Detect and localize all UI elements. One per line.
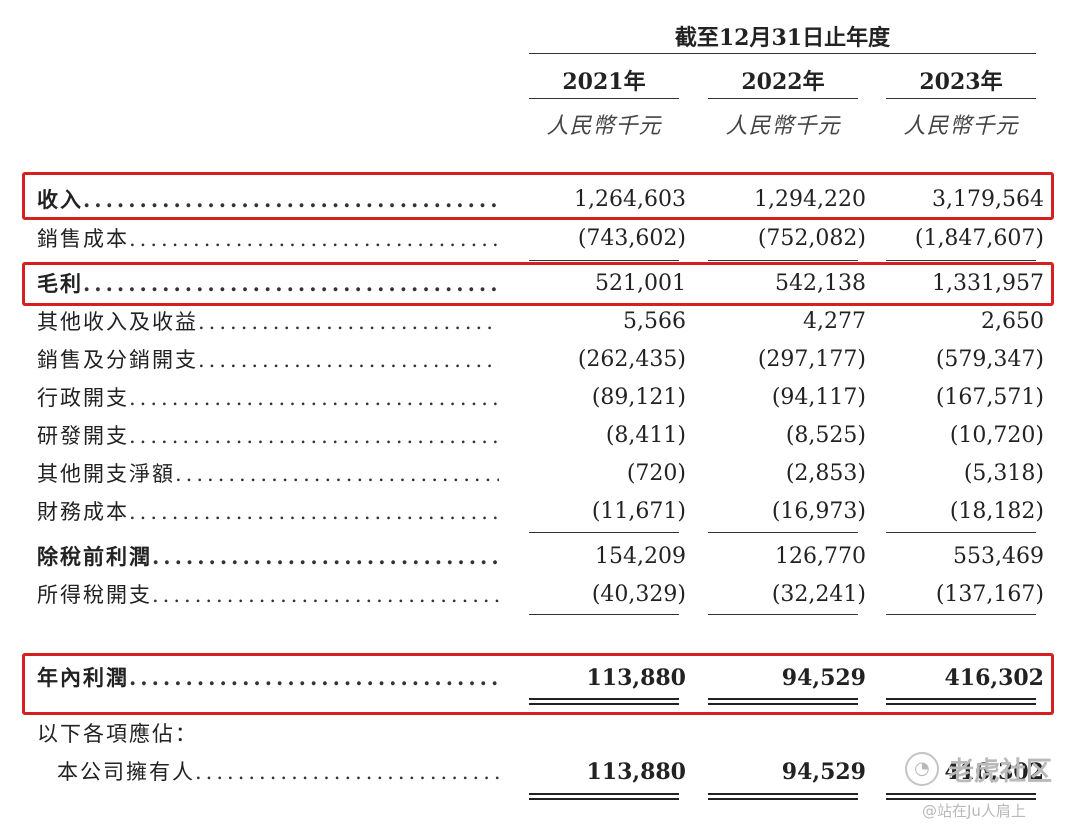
year-header-2023: 2023年 [919,69,1003,95]
table-row-attributable-heading: 以下各項應佔： [0,716,1080,752]
value-2023: 1,331,957 [932,271,1044,296]
value-2023: 416,302 [944,759,1044,785]
value-2022: (94,117) [771,385,866,410]
highlight-box-gross-profit [22,262,1054,306]
highlight-box-profit-for-year [22,653,1054,715]
value-2021: 521,001 [595,271,686,296]
year-header-2022: 2022年 [741,69,825,95]
value-2023: (10,720) [949,423,1044,448]
double-underline [708,793,858,800]
row-label: 年內利潤 [37,666,129,690]
unit-label: 人民幣千元 [546,114,662,139]
value-2023: (5,318) [963,461,1044,486]
value-2021: (743,602) [577,226,686,251]
value-2022: (2,853) [785,461,866,486]
value-2022: (8,525) [785,423,866,448]
value-2021: (11,671) [591,499,686,524]
unit-label: 人民幣千元 [903,114,1019,139]
table-row-other-expenses-net: 其他開支淨額..................................… [0,456,1080,492]
period-underline [529,53,1036,54]
value-2021: (8,411) [605,423,686,448]
table-row-other-income: 其他收入及收益.................................… [0,304,1080,340]
value-2023: (579,347) [935,347,1044,372]
subtotal-rule [708,260,858,261]
value-2021: (262,435) [577,347,686,372]
value-2021: (89,121) [591,385,686,410]
value-2022: 126,770 [775,544,866,569]
year-underline [886,98,1036,99]
period-title: 截至12月31日止年度 [674,25,891,51]
subtotal-rule [708,532,858,533]
table-row-cost-of-sales: 銷售成本....................................… [0,221,1080,257]
double-underline [886,793,1036,800]
table-row-rnd-expenses: 研發開支....................................… [0,418,1080,454]
row-label: 銷售成本 [37,227,129,251]
row-label: 毛利 [37,272,83,296]
row-label: 以下各項應佔： [37,722,198,746]
value-2022: (752,082) [757,226,866,251]
value-2022: 94,529 [781,665,866,691]
value-2022: (32,241) [771,582,866,607]
table-row-selling-distribution: 銷售及分銷開支.................................… [0,342,1080,378]
value-2022: 1,294,220 [754,187,866,212]
double-underline [529,698,679,705]
row-label: 行政開支 [37,386,129,410]
value-2023: (167,571) [935,385,1044,410]
value-2023: 3,179,564 [932,187,1044,212]
row-label: 本公司擁有人 [57,760,195,784]
watermark-brand: 老虎社区 [948,757,1053,787]
table-row-gross-profit: 毛利......................................… [0,266,1080,302]
watermark-handle: @站在Ju人肩上 [922,802,1026,820]
value-2022: (16,973) [771,499,866,524]
value-2021: 113,880 [586,665,686,691]
double-underline [708,698,858,705]
subtotal-rule [529,532,679,533]
row-label: 其他開支淨額 [37,462,175,486]
subtotal-rule [886,260,1036,261]
row-label: 除稅前利潤 [37,545,152,569]
value-2021: 5,566 [623,309,686,334]
year-underline [708,98,858,99]
table-row-revenue: 收入......................................… [0,182,1080,218]
unit-label: 人民幣千元 [725,114,841,139]
table-row-profit-before-tax: 除稅前利潤...................................… [0,539,1080,575]
value-2021: (40,329) [591,582,686,607]
row-label: 研發開支 [37,424,129,448]
value-2022: 542,138 [775,271,866,296]
subtotal-rule [529,260,679,261]
row-label: 財務成本 [37,500,129,524]
value-2023: 2,650 [981,309,1044,334]
table-row-admin-expenses: 行政開支....................................… [0,380,1080,416]
row-label: 銷售及分銷開支 [37,348,198,372]
value-2021: 154,209 [595,544,686,569]
year-underline [529,98,679,99]
double-underline [529,793,679,800]
table-row-finance-costs: 財務成本....................................… [0,494,1080,530]
subtotal-rule [886,532,1036,533]
row-label: 收入 [37,188,83,212]
value-2023: 416,302 [944,665,1044,691]
double-underline [886,698,1036,705]
value-2022: (297,177) [757,347,866,372]
value-2021: 1,264,603 [574,187,686,212]
value-2023: (1,847,607) [914,226,1044,251]
table-row-profit-for-year: 年內利潤....................................… [0,660,1080,696]
subtotal-rule [886,614,1036,615]
tiger-logo-icon: ◔ [905,752,939,786]
table-row-income-tax: 所得稅開支...................................… [0,577,1080,613]
highlight-box-revenue [22,172,1054,220]
row-label: 其他收入及收益 [37,310,198,334]
value-2021: 113,880 [586,759,686,785]
value-2021: (720) [626,461,686,486]
subtotal-rule [529,614,679,615]
value-2023: (137,167) [935,582,1044,607]
table-row-owners-of-company: 本公司擁有人..................................… [0,754,1080,790]
value-2022: 94,529 [781,759,866,785]
year-header-2021: 2021年 [562,69,646,95]
value-2022: 4,277 [803,309,866,334]
value-2023: (18,182) [949,499,1044,524]
subtotal-rule [708,614,858,615]
value-2023: 553,469 [953,544,1044,569]
row-label: 所得稅開支 [37,583,152,607]
